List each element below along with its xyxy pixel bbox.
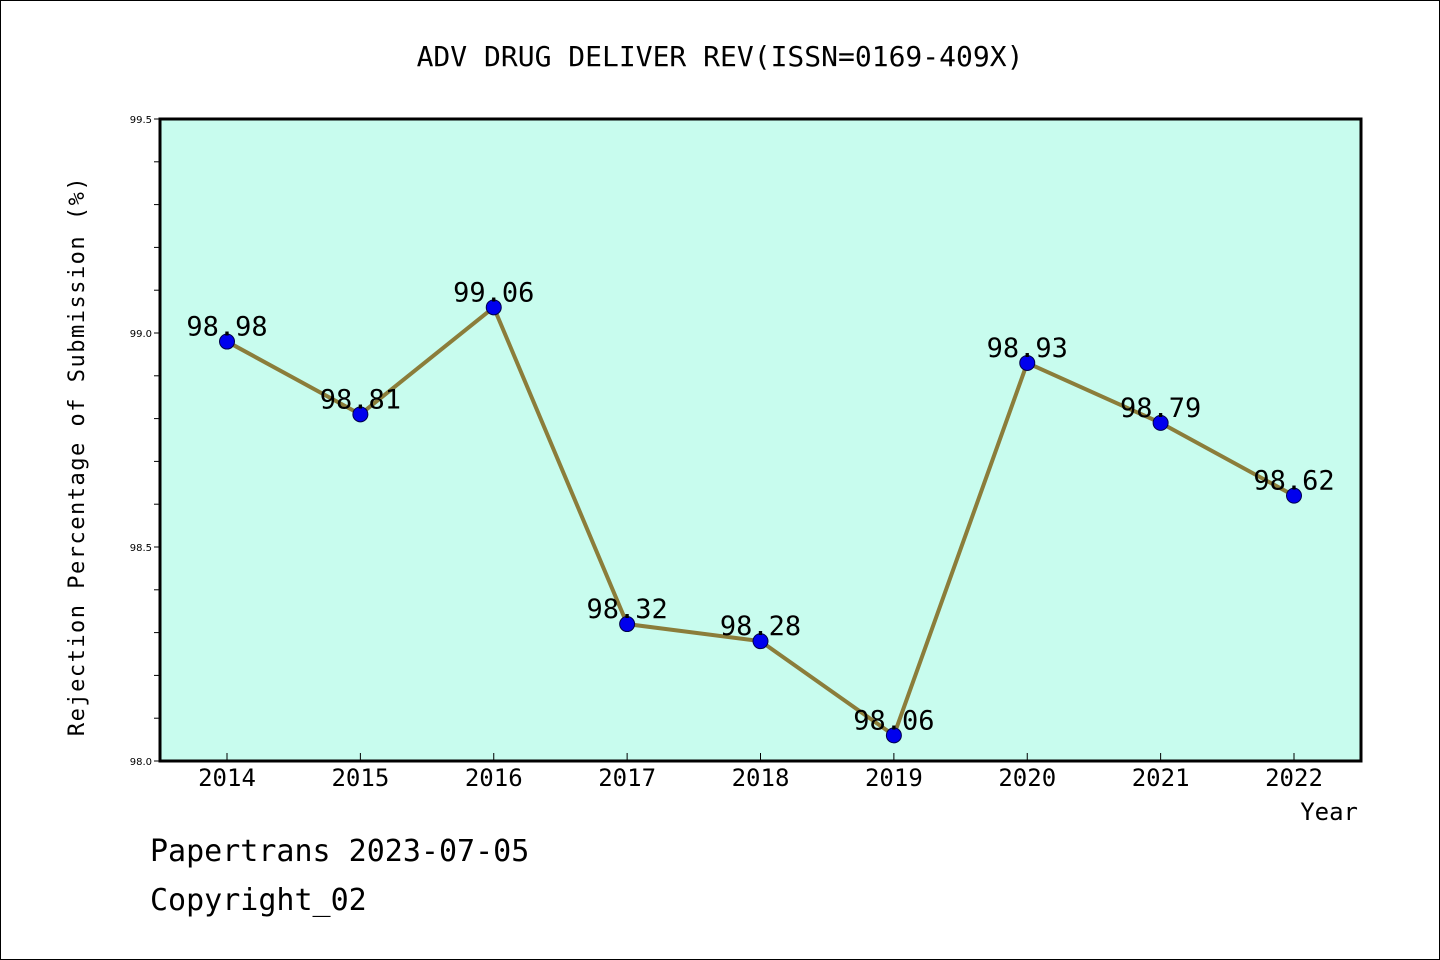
data-point-marker (752, 633, 769, 650)
x-axis-ticks: 2014 2015 2016 2017 2018 2019 2020 2021 2022 (198, 753, 1323, 792)
data-value-label: 98.62 (1253, 466, 1334, 497)
y-axis-label: Rejection Percentage of Submission (%) (65, 176, 90, 736)
y-tick-label: 98.0 (130, 757, 152, 768)
series-markers (219, 299, 1302, 744)
data-value-label: 98.81 (320, 384, 401, 415)
y-tick-label: 99.5 (130, 115, 152, 126)
data-value-label: 98.28 (720, 611, 801, 642)
x-axis-label: Year (1300, 798, 1358, 826)
data-value-label: 98.79 (1120, 393, 1201, 424)
chart-title: ADV DRUG DELIVER REV(ISSN=0169-409X) (417, 40, 1024, 73)
y-tick-label: 98.5 (130, 543, 152, 554)
x-tick-label: 2017 (598, 764, 656, 792)
data-value-label: 98.06 (853, 705, 934, 736)
x-tick-label: 2016 (465, 764, 523, 792)
data-value-label: 99.06 (453, 277, 534, 308)
x-tick-label: 2022 (1265, 764, 1323, 792)
data-point-marker (1152, 414, 1169, 431)
data-point-marker (1286, 487, 1302, 504)
y-axis-ticks: 98.0 98.5 99.0 99.5 (130, 115, 160, 768)
x-tick-label: 2014 (198, 764, 256, 792)
data-point-marker (619, 616, 636, 633)
data-point-marker (885, 727, 902, 744)
x-tick-label: 2020 (998, 764, 1056, 792)
plot-area (160, 119, 1361, 761)
plot-border (158, 117, 1363, 763)
x-tick-label: 2021 (1132, 764, 1190, 792)
x-tick-label: 2018 (732, 764, 790, 792)
data-labels: 98.98 98.81 99.06 98.32 98.28 98.06 98.93 98.79… (186, 277, 1334, 736)
data-point-marker (219, 333, 235, 350)
data-point-marker (485, 299, 502, 316)
data-point-marker (352, 406, 369, 423)
y-tick-label: 99.0 (130, 329, 152, 340)
x-tick-label: 2015 (331, 764, 389, 792)
data-value-label: 98.32 (586, 594, 667, 625)
footer-date-line: Papertrans 2023-07-05 (150, 834, 530, 869)
footer-copyright-line: Copyright_02 (150, 883, 367, 918)
data-value-label: 98.98 (186, 312, 267, 343)
data-point-marker (1019, 354, 1036, 371)
data-value-label: 98.93 (987, 333, 1068, 364)
x-tick-label: 2019 (865, 764, 923, 792)
